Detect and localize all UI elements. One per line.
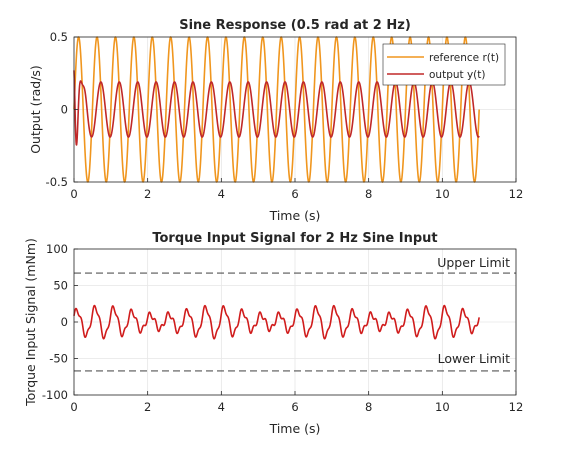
top-axes: 0 2 4 6 8 10 12-0.500.5 Sine Response (0.5 rad… xyxy=(28,18,523,223)
top-tick-labels: 0 2 4 6 8 10 12-0.500.5 xyxy=(46,30,524,201)
output-series-line xyxy=(73,70,480,146)
lower-limit-label: Lower Limit xyxy=(438,351,511,366)
x-tick-label: 0 xyxy=(70,400,77,414)
y-tick-label: 0.5 xyxy=(50,30,68,44)
legend: reference r(t) output y(t) xyxy=(382,43,506,86)
bottom-series-group xyxy=(73,304,480,340)
x-tick-label: 0 xyxy=(70,187,77,201)
y-tick-label: 50 xyxy=(53,279,68,293)
y-tick-label: 0 xyxy=(61,315,68,329)
bottom-chart-title: Torque Input Signal for 2 Hz Sine Input xyxy=(152,231,437,246)
x-tick-label: 10 xyxy=(435,400,450,414)
x-tick-label: 4 xyxy=(218,400,225,414)
bottom-tick-labels: 0 2 4 6 8 10 12 -100 -50 0 50 100 xyxy=(42,242,523,414)
x-tick-label: 6 xyxy=(291,400,298,414)
bottom-y-axis-label: Torque Input Signal (mNm) xyxy=(23,238,38,407)
upper-limit-label: Upper Limit xyxy=(437,255,510,270)
legend-label-reference: reference r(t) xyxy=(429,52,499,64)
x-tick-label: 12 xyxy=(509,400,524,414)
y-tick-label: 100 xyxy=(46,242,68,256)
x-tick-label: 4 xyxy=(218,187,225,201)
bottom-axes: 0 2 4 6 8 10 12 -100 -50 0 50 100 Torque Input Sign… xyxy=(23,231,523,436)
top-y-axis-label: Output (rad/s) xyxy=(28,65,43,154)
x-tick-label: 10 xyxy=(435,187,450,201)
limit-lines xyxy=(74,272,516,372)
x-tick-label: 2 xyxy=(144,400,151,414)
legend-box xyxy=(382,43,506,86)
y-tick-label: -0.5 xyxy=(46,175,68,189)
bottom-x-axis-label: Time (s) xyxy=(269,421,321,436)
y-tick-label: -50 xyxy=(49,352,68,366)
legend-label-output: output y(t) xyxy=(429,69,486,81)
top-chart-title: Sine Response (0.5 rad at 2 Hz) xyxy=(179,18,411,33)
top-x-axis-label: Time (s) xyxy=(269,208,321,223)
x-tick-label: 12 xyxy=(509,187,524,201)
x-tick-label: 8 xyxy=(365,187,372,201)
x-tick-label: 2 xyxy=(144,187,151,201)
y-tick-label: -100 xyxy=(42,388,68,402)
x-tick-label: 6 xyxy=(291,187,298,201)
x-tick-label: 8 xyxy=(365,400,372,414)
y-tick-label: 0 xyxy=(61,103,68,117)
torque-series-line xyxy=(73,304,480,340)
